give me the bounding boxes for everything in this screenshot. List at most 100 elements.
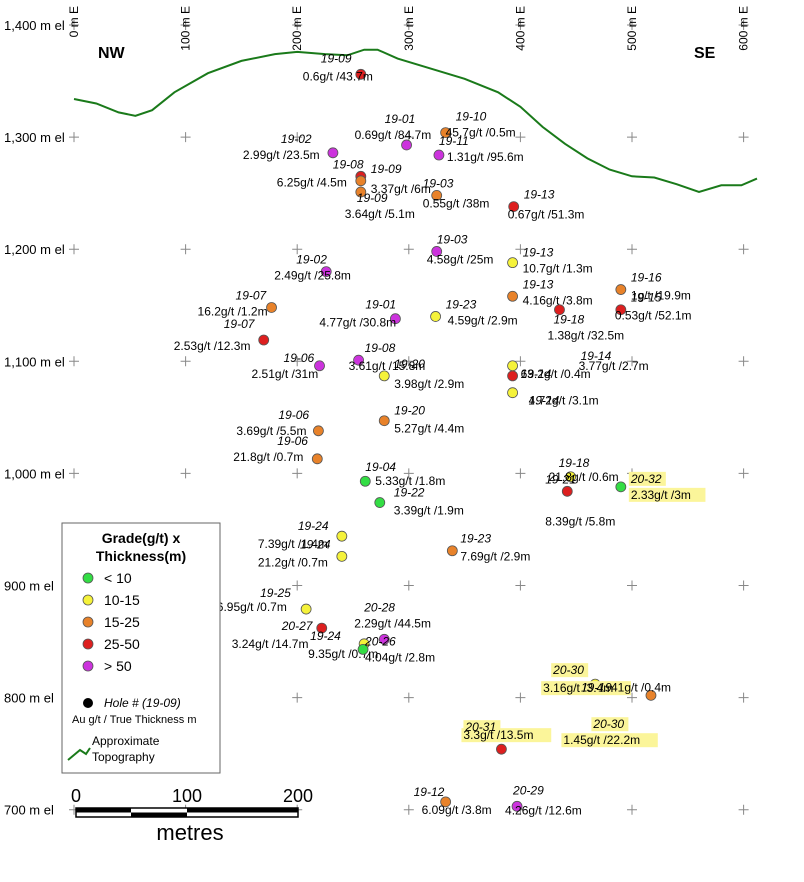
data-point-group: 19-18 1.38g/t /32.5m — [547, 304, 624, 343]
grade-label: 45.7g/t /0.5m — [446, 126, 516, 140]
grade-label: 5.33g/t /1.8m — [375, 474, 445, 488]
legend-topo-2: Topography — [92, 750, 155, 764]
hole-label: 20-30 — [552, 663, 584, 677]
hole-label: 19-24 — [300, 537, 331, 551]
topography-layer — [73, 48, 758, 194]
grade-label: 4.26g/t /12.6m — [505, 803, 582, 817]
data-point — [496, 743, 507, 755]
grid-cross — [403, 20, 414, 30]
grade-label: 8.39g/t /5.8m — [545, 514, 615, 528]
data-point — [378, 370, 390, 382]
x-tick-label: 200 m E — [290, 6, 304, 51]
data-point — [440, 796, 452, 808]
legend-label: < 10 — [104, 570, 132, 586]
grade-label: 0.55g/t /38m — [423, 196, 490, 210]
elevation-axis: 1,400 m el 1,300 m el 1,200 m el 1,100 m el… — [4, 18, 65, 818]
data-point-group: 19-12 6.09g/t /3.8m — [414, 785, 492, 817]
data-point — [615, 304, 627, 316]
grade-label: 3.77g/t /2.7m — [579, 359, 649, 373]
grid-cross — [738, 356, 749, 367]
data-point-group: 19-19 41g/t /0.4m — [581, 680, 671, 701]
legend-title-1: Grade(g/t) x — [102, 530, 181, 546]
grid-cross — [403, 580, 414, 591]
hole-label: 19-09 — [357, 191, 388, 205]
legend-swatch — [82, 638, 94, 650]
data-point-group: 20-32 2.33g/t /3m — [615, 471, 706, 502]
legend-swatch — [82, 594, 94, 606]
grade-label: 3.3g/t /13.5m — [463, 728, 533, 742]
data-point — [440, 127, 452, 139]
grid-cross — [738, 468, 749, 479]
y-tick-label: 1,000 m el — [4, 466, 65, 481]
data-point — [311, 453, 323, 465]
data-point — [430, 311, 441, 322]
data-point — [374, 497, 386, 508]
grade-label: 6.09g/t /3.8m — [422, 803, 492, 817]
grade-label: 3.64g/t /5.1m — [345, 207, 415, 221]
hole-label: 20-31 — [464, 720, 496, 734]
grade-label: 7.39g/t /1.4m — [258, 537, 328, 551]
grid-cross — [738, 804, 749, 815]
hole-label: 19-12 — [414, 785, 445, 799]
grade-label: 4.16g/t /3.8m — [523, 293, 593, 307]
grade-label: 1.31g/t /95.6m — [447, 150, 524, 164]
data-point-group: 19-07 16.2g/t /1.2m — [198, 288, 277, 318]
grade-label: 10.7g/t /1.3m — [523, 262, 593, 276]
hole-label: 20-29 — [512, 783, 544, 797]
y-tick-label: 1,100 m el — [4, 354, 65, 369]
grade-label: 21.8g/t /0.6m — [549, 470, 619, 484]
data-point-group: 19-23 4.59g/t /2.9m — [430, 297, 518, 327]
legend-topo-line — [67, 747, 91, 761]
data-point — [554, 304, 565, 316]
hole-label: 19-03 — [423, 176, 454, 190]
grid-cross — [69, 468, 79, 479]
data-point — [645, 689, 657, 701]
grid-cross — [403, 356, 414, 367]
grid-cross — [627, 244, 637, 255]
grid-cross — [180, 132, 191, 143]
y-tick-label: 700 m el — [4, 803, 54, 818]
data-point — [327, 147, 339, 159]
data-point — [446, 545, 458, 557]
grade-label: 3.37g/t /6m — [371, 182, 431, 196]
grid-cross — [180, 20, 191, 30]
data-point-group: 19-143.77g/t /2.7m — [507, 349, 649, 373]
data-point-group: 19-07 2.53g/t /12.3m — [174, 317, 270, 353]
data-point — [313, 425, 324, 437]
grade-label: 3.39g/t /1.9m — [394, 504, 464, 518]
grade-label: 3.98g/t /2.9m — [394, 377, 464, 391]
grade-label: 1g/t /19.9m — [631, 289, 691, 303]
data-point — [258, 334, 270, 346]
data-point — [355, 186, 367, 198]
hole-label: 19-10 — [456, 110, 487, 124]
data-point — [378, 633, 390, 645]
y-tick-label: 1,200 m el — [4, 242, 65, 257]
highlight-box — [541, 681, 631, 696]
data-point-group: 20-29 4.26g/t /12.6m — [505, 783, 582, 817]
hole-label: 19-02 — [281, 132, 312, 146]
grade-label: 3.16g/t /3.4m — [543, 681, 613, 695]
data-point-group: 19-10 45.7g/t /0.5m — [440, 110, 516, 140]
grid-cross — [69, 20, 79, 30]
grade-label: 2.53g/t /12.3m — [174, 339, 251, 353]
hole-label: 19-11 — [439, 134, 469, 148]
data-point-group: 19-01 0.69g/t /84.7m — [355, 112, 431, 151]
grid-cross — [180, 244, 191, 255]
grade-label: 0.53g/t /52.1m — [615, 309, 692, 323]
hole-label: 19-21 — [545, 472, 576, 486]
data-point — [511, 800, 523, 812]
scale-unit: metres — [156, 820, 223, 845]
data-point — [355, 68, 367, 80]
data-point — [507, 370, 518, 382]
grid-cross — [292, 692, 303, 703]
scale-bar: 0 100 200 metres — [71, 786, 313, 845]
hole-label: 19-01 — [385, 112, 416, 126]
grid-cross — [627, 580, 637, 591]
legend-hole-sub: Au g/t / True Thickness m — [72, 714, 197, 726]
x-tick-label: 0 m E — [67, 6, 81, 37]
data-point-group: 19-23 7.69g/t /2.9m — [446, 532, 530, 564]
data-point-group: 19-21 8.39g/t /5.8m — [545, 472, 615, 528]
grid-cross — [738, 20, 749, 30]
hole-label: 19-14 — [581, 349, 612, 363]
data-point — [320, 266, 332, 278]
